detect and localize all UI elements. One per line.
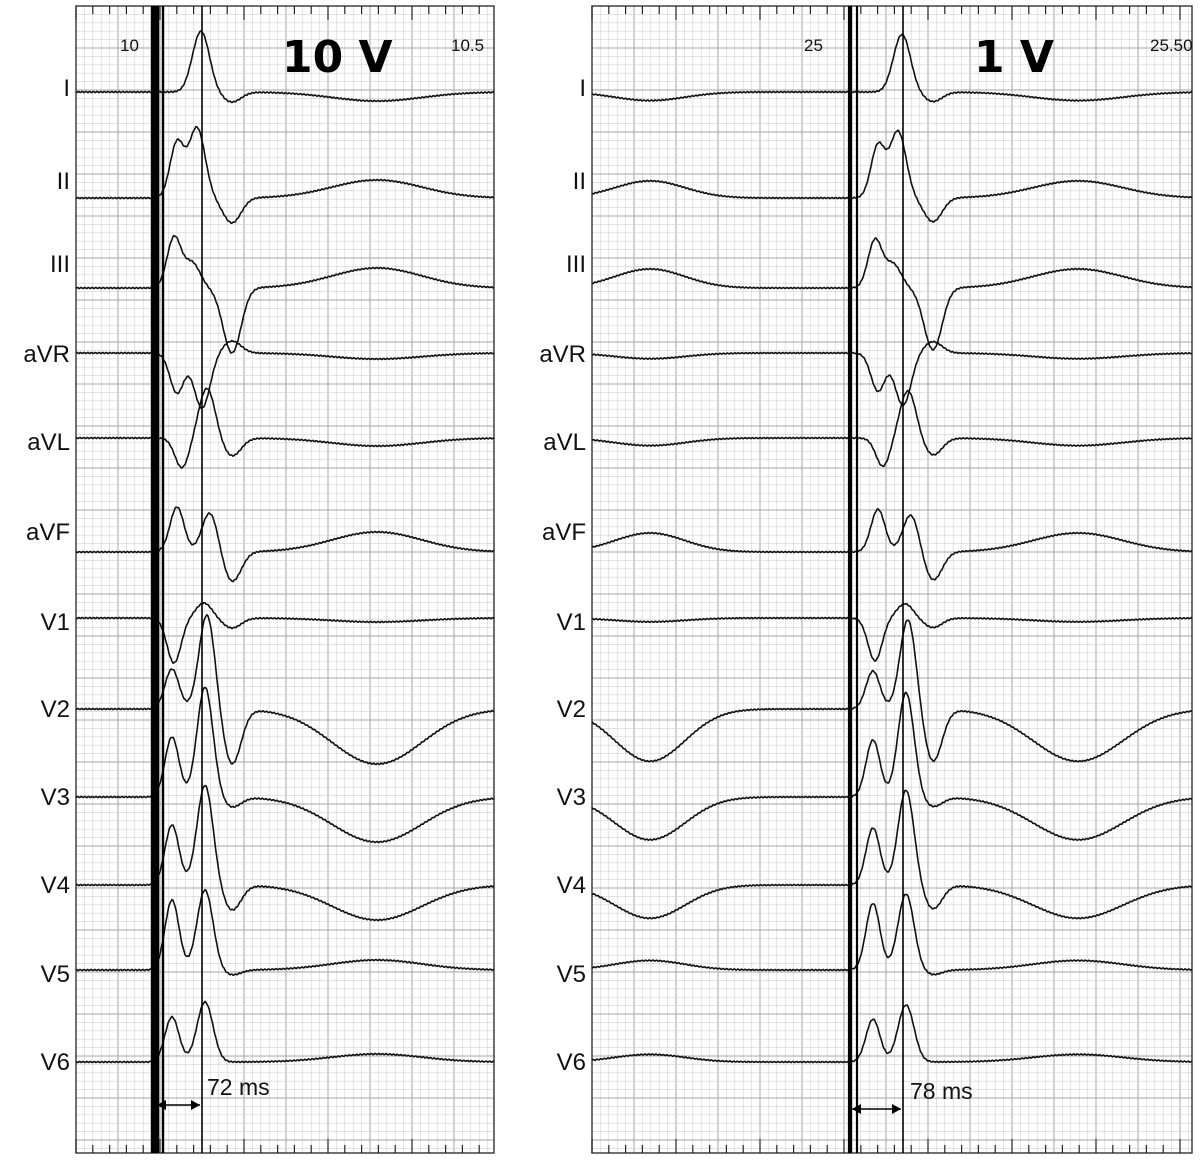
lead-label-ii: II (573, 168, 586, 195)
ecg-trace-v4 (75, 784, 495, 922)
interval-measurement-label: 78 ms (910, 1078, 973, 1104)
lead-label-v2: V2 (557, 696, 586, 723)
ecg-trace-v2 (591, 619, 1193, 763)
lead-label-iii: III (566, 251, 586, 278)
lead-label-v4: V4 (557, 872, 586, 899)
lead-label-v2: V2 (41, 696, 70, 723)
ecg-trace-v3 (591, 691, 1193, 841)
interval-arrowhead-left (852, 1104, 861, 1114)
ecg-grid (591, 5, 1193, 1154)
lead-label-v5: V5 (557, 961, 586, 988)
lead-label-i: I (579, 75, 586, 102)
lead-label-avr: aVR (539, 341, 586, 368)
ecg-markers (847, 6, 904, 1153)
lead-label-v6: V6 (557, 1049, 586, 1076)
lead-label-v5: V5 (41, 961, 70, 988)
lead-label-avl: aVL (27, 429, 70, 456)
ecg-trace-v1 (75, 601, 495, 664)
lead-label-avl: aVL (543, 429, 586, 456)
lead-label-iii: III (50, 251, 70, 278)
ecg-trace-v4 (591, 789, 1193, 920)
ecg-trace-v3 (75, 686, 495, 844)
ecg-trace-avl (75, 387, 495, 469)
ecg-trace-avf (75, 506, 495, 583)
lead-label-avf: aVF (26, 519, 70, 546)
interval-arrowhead-right (892, 1104, 901, 1114)
interval-arrowhead-left (157, 1100, 166, 1110)
panel-title: 1 V (974, 32, 1054, 83)
ecg-trace-avr (75, 339, 495, 409)
panel-1v: 1 V 25 25.50 78 ms IIIIIIaVRaVLaVFV1V2V3… (539, 5, 1193, 1154)
ecg-trace-avl (591, 389, 1193, 468)
ecg-trace-avr (591, 340, 1193, 407)
interval-arrowhead-right (191, 1100, 200, 1110)
time-start-label: 25 (804, 36, 823, 55)
ecg-trace-v1 (591, 602, 1193, 663)
ecg-trace-v5 (591, 893, 1193, 976)
lead-label-i: I (63, 75, 70, 102)
ecg-traces (591, 33, 1193, 1064)
lead-label-v4: V4 (41, 872, 70, 899)
ecg-trace-v6 (75, 1000, 495, 1064)
panel-title: 10 V (282, 32, 393, 83)
ecg-trace-v6 (591, 1004, 1193, 1064)
ecg-trace-ii (591, 129, 1193, 223)
time-end-label: 25.50 (1150, 36, 1193, 55)
ecg-trace-avf (591, 508, 1193, 581)
panel-10v: 10 V 10 10.5 72 ms IIIIIIaVRaVLaVFV1V2V3… (23, 5, 495, 1154)
ecg-traces (75, 30, 495, 1064)
ecg-trace-ii (75, 125, 495, 224)
lead-label-v1: V1 (557, 609, 586, 636)
ecg-markers (150, 6, 203, 1153)
lead-label-avr: aVR (23, 341, 70, 368)
lead-label-v6: V6 (41, 1049, 70, 1076)
ecg-trace-iii (591, 237, 1193, 351)
ecg-trace-v5 (75, 889, 495, 976)
ecg-trace-i (591, 33, 1193, 103)
time-start-label: 10 (120, 36, 139, 55)
ecg-trace-iii (75, 234, 495, 354)
lead-label-v3: V3 (41, 784, 70, 811)
panel-border (75, 5, 495, 1154)
lead-label-v1: V1 (41, 609, 70, 636)
lead-label-v3: V3 (557, 784, 586, 811)
interval-measurement-label: 72 ms (207, 1074, 270, 1100)
ecg-trace-i (75, 30, 495, 104)
ecg-trace-v2 (75, 614, 495, 766)
panel-border (591, 5, 1193, 1154)
lead-label-ii: II (57, 168, 70, 195)
lead-label-avf: aVF (542, 519, 586, 546)
time-end-label: 10.5 (451, 36, 484, 55)
